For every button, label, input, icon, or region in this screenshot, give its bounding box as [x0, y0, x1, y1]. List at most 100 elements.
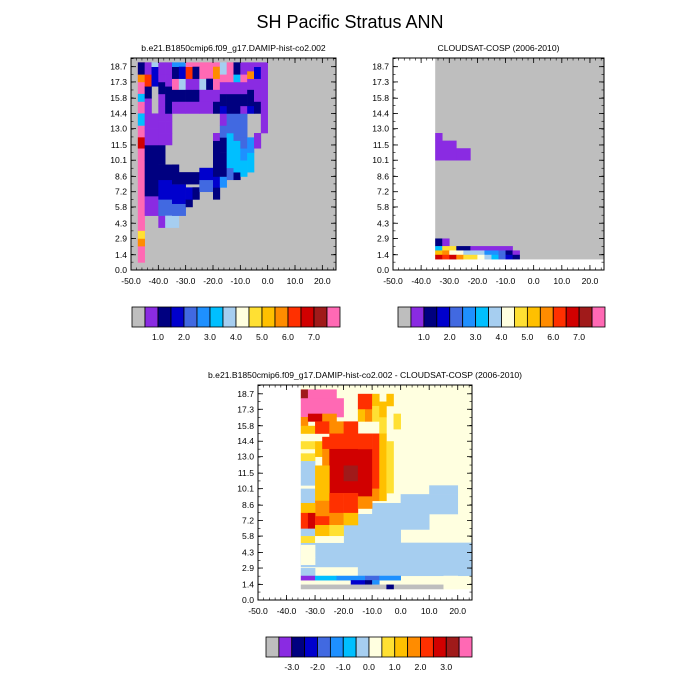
x-tick-label: 0.0: [262, 276, 274, 286]
heatmap-cell: [300, 425, 316, 434]
heatmap-cell: [192, 187, 200, 200]
x-tick-label: -50.0: [383, 276, 403, 286]
y-tick-label: 11.5: [111, 140, 127, 150]
heatmap-cell: [247, 152, 255, 173]
colorbar-swatch: [235, 306, 250, 328]
heatmap-cell: [300, 416, 309, 427]
heatmap-cell: [300, 544, 316, 558]
page-title: SH Pacific Stratus ANN: [256, 12, 443, 32]
heatmap-cell: [379, 433, 387, 502]
y-tick-label: 2.9: [115, 233, 127, 243]
heatmap-cell: [315, 536, 344, 543]
heatmap-cell: [336, 575, 366, 581]
heatmap-cell: [144, 196, 159, 216]
heatmap-cell: [240, 160, 248, 177]
heatmap-cell: [240, 137, 248, 149]
y-tick-label: 5.8: [377, 202, 389, 212]
y-tick-label: 18.7: [110, 62, 127, 72]
heatmap-cell: [185, 199, 193, 208]
colorbar-swatch: [436, 306, 451, 328]
heatmap-cell: [165, 121, 173, 134]
y-tick-label: 10.1: [237, 484, 254, 494]
heatmap-cell: [442, 254, 450, 260]
heatmap-cell: [172, 184, 186, 204]
colorbar-swatch: [157, 306, 172, 328]
x-tick-label: -30.0: [176, 276, 196, 286]
heatmap-cell: [172, 66, 180, 79]
plot-frame: [392, 57, 605, 271]
heatmap-cell: [484, 250, 499, 256]
plot-frame: [130, 57, 337, 271]
colorbar-label: 2.0: [178, 332, 190, 342]
y-tick-label: 11.5: [238, 468, 254, 478]
colorbar-label: 0.0: [363, 662, 375, 672]
heatmap-cell: [172, 89, 186, 102]
heatmap-cell: [372, 580, 380, 585]
y-tick-label: 14.4: [237, 436, 254, 446]
heatmap-cell: [219, 74, 227, 83]
heatmap-cell: [449, 250, 464, 256]
y-tick-label: 7.2: [115, 187, 127, 197]
colorbar-swatch: [300, 306, 315, 328]
heatmap-cell: [172, 62, 186, 67]
heatmap-cell: [505, 250, 513, 256]
heatmap-cell: [379, 416, 387, 434]
heatmap-cell: [158, 81, 166, 95]
heatmap-cell: [172, 203, 186, 216]
heatmap-cell: [172, 172, 200, 185]
heatmap-cell: [137, 113, 145, 126]
heatmap-cell: [158, 121, 166, 134]
colorbar-label: 3.0: [204, 332, 216, 342]
heatmap-cell: [151, 66, 159, 87]
heatmap-cell: [185, 89, 200, 102]
heatmap-cell: [240, 62, 248, 75]
x-tick-label: -50.0: [121, 276, 141, 286]
y-tick-label: 8.6: [115, 172, 127, 182]
heatmap-cell: [307, 389, 337, 399]
heatmap-cell: [172, 101, 186, 114]
heatmap-cell: [199, 101, 214, 114]
heatmap-cell: [357, 409, 366, 422]
colorbar-swatch: [261, 306, 276, 328]
heatmap-cell: [213, 78, 221, 90]
heatmap-cell: [300, 512, 309, 529]
heatmap-cell: [307, 413, 323, 422]
heatmap-cell: [178, 66, 186, 79]
y-tick-label: 10.1: [372, 155, 389, 165]
heatmap-cell: [435, 254, 443, 260]
colorbar-swatch: [410, 306, 425, 328]
heatmap-cell: [233, 140, 241, 173]
colorbar-label: 5.0: [521, 332, 533, 342]
heatmap-cell: [233, 105, 241, 114]
heatmap-cells: [435, 58, 604, 260]
colorbar-swatch: [304, 636, 318, 658]
colorbar-label: 3.0: [440, 662, 452, 672]
heatmap-cell: [185, 66, 193, 79]
y-tick-label: 5.8: [242, 531, 254, 541]
heatmap-cell: [254, 133, 262, 149]
heatmap-cell: [315, 575, 337, 581]
heatmap-cell: [484, 254, 492, 260]
y-tick-label: 17.3: [372, 77, 389, 87]
heatmap-cell: [429, 485, 459, 495]
colorbar-swatch: [501, 306, 515, 328]
heatmap-cell: [240, 81, 248, 95]
panel-model: b.e21.B1850cmip6.f09_g17.DAMIP-hist-co2.…: [110, 43, 341, 342]
heatmap-cell: [477, 254, 485, 260]
colorbar-swatch: [313, 306, 328, 328]
heatmap-cell: [158, 144, 166, 165]
heatmap-cell: [343, 421, 359, 434]
heatmap-cell: [158, 215, 166, 228]
colorbar-swatch: [317, 636, 331, 658]
heatmap-cell: [219, 176, 227, 188]
colorbar-swatch: [183, 306, 198, 328]
heatmap-cell: [512, 250, 520, 256]
heatmap-cell: [240, 74, 248, 83]
heatmap-cell: [165, 62, 173, 75]
y-tick-label: 14.4: [372, 108, 389, 118]
heatmap-cell: [322, 413, 337, 422]
colorbar-swatch: [475, 306, 489, 328]
y-tick-label: 2.9: [242, 563, 254, 573]
heatmap-cell: [199, 89, 214, 102]
